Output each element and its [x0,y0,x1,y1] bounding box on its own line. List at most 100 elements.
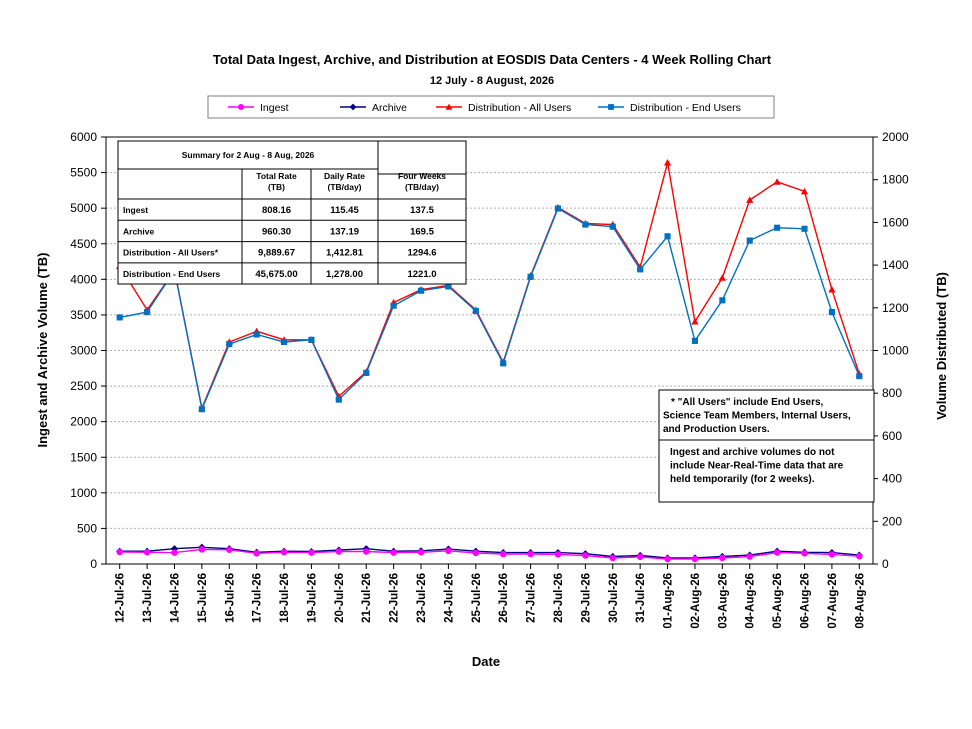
x-tick-label: 04-Aug-26 [745,573,757,629]
y-tick-label: 2500 [70,379,97,393]
data-point [856,552,863,560]
legend-label: Ingest [260,102,289,114]
x-tick-label: 19-Jul-26 [306,573,318,623]
annotation-boxes: * "All Users" include End Users, Science … [658,389,875,503]
x-tick-label: 31-Jul-26 [635,573,647,623]
data-point [608,104,614,110]
y2-tick-label: 1400 [882,258,909,272]
x-tick-label: 27-Jul-26 [526,573,538,623]
x-tick-label: 13-Jul-26 [142,573,154,623]
y-tick-label: 3500 [70,308,97,322]
y-tick-label: 6000 [70,130,97,144]
table-cell: 137.5 [410,205,434,216]
legend-label: Archive [372,102,407,114]
y-tick-label: 4000 [70,272,97,286]
table-cell: 115.45 [330,205,359,216]
legend-label: Distribution - All Users [468,102,571,114]
data-point [390,302,397,309]
y-tick-label: 5000 [70,201,97,215]
table-cell: Archive [123,226,154,236]
data-point [445,283,452,290]
x-axis-label: Date [472,654,500,669]
legend-label: Distribution - End Users [630,102,741,114]
table-header: Total Rate [256,171,297,181]
legend-item: Archive [340,102,407,114]
data-point [828,551,836,558]
data-point [280,338,288,346]
right-y-axis: 0 200 400 600 800 1000 1200 1400 1600 1800 2000 [873,130,909,571]
data-point [663,159,672,166]
y2-tick-label: 1000 [882,344,909,358]
legend-box [207,95,775,119]
data-point [828,309,835,316]
data-point [253,331,260,338]
data-point [664,555,671,563]
data-point [253,550,260,557]
table-header: (TB/day) [405,182,439,192]
left-y-axis: 0 500 1000 1500 2000 2500 3000 3500 4000 4500 5000… [70,130,106,571]
legend-item: Distribution - All Users [436,102,571,114]
x-tick-label: 17-Jul-26 [252,573,264,623]
data-point [237,103,245,111]
data-point [335,548,343,555]
data-point [828,286,836,293]
data-point [746,196,754,203]
data-point [362,548,370,555]
data-point [335,396,342,403]
annotation-text: held temporarily (for 2 weeks). [670,474,815,485]
x-tick-label: 18-Jul-26 [279,573,291,623]
x-tick-label: 20-Jul-26 [334,573,346,623]
data-point [363,369,370,376]
table-cell: Distribution - All Users* [123,248,219,258]
series-line [119,546,860,559]
data-point [746,237,753,244]
x-tick-label: 05-Aug-26 [772,573,784,629]
data-point [801,225,808,232]
data-point [746,553,753,560]
series-0 [116,546,863,563]
summary-table: Summary for 2 Aug - 8 Aug, 2026 Total Rat… [117,140,467,285]
series-layer [116,159,863,563]
table-cell: 808.16 [262,205,291,216]
data-point [718,274,726,281]
y-tick-label: 1000 [70,486,97,500]
y2-tick-label: 0 [882,557,889,571]
data-point [226,546,233,554]
data-point [801,550,808,557]
series-3 [116,205,863,413]
x-axis: 12-Jul-26 13-Jul-26 14-Jul-26 15-Jul-26 16-J… [115,564,866,629]
y2-tick-label: 2000 [882,130,909,144]
annotation-text: Ingest and archive volumes do not [670,447,835,458]
table-cell: 1,278.00 [326,269,363,280]
data-point [226,341,233,348]
data-point [527,273,534,280]
data-point [116,548,123,556]
data-point [719,297,726,304]
data-point [774,224,781,231]
x-tick-label: 01-Aug-26 [663,573,675,629]
x-tick-label: 08-Aug-26 [854,573,866,629]
chart-subtitle: 12 July - 8 August, 2026 [430,75,554,87]
x-tick-label: 14-Jul-26 [169,573,181,623]
data-point [637,266,644,273]
data-point [773,178,781,185]
data-point [691,318,699,325]
table-title: Summary for 2 Aug - 8 Aug, 2026 [182,150,315,160]
y2-tick-label: 1600 [882,215,909,229]
data-point [143,549,151,556]
data-point [198,546,206,553]
series-line [119,548,860,560]
data-point [308,336,315,343]
data-point [170,545,179,553]
data-point [280,549,288,556]
x-tick-label: 22-Jul-26 [389,573,401,623]
x-tick-label: 28-Jul-26 [553,573,565,623]
annotation-box [658,389,875,441]
x-tick-label: 24-Jul-26 [443,573,455,623]
y-tick-label: 2000 [70,415,97,429]
data-point [527,550,534,558]
data-point [445,103,453,110]
data-point [445,547,452,555]
x-tick-label: 23-Jul-26 [416,573,428,623]
